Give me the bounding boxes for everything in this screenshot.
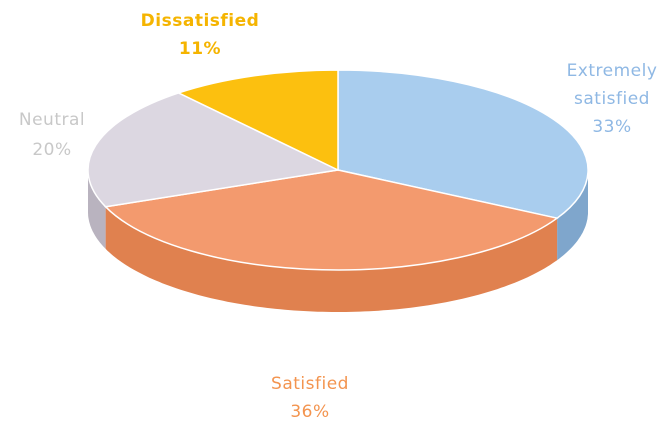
pie-slice-neutral [87,92,341,208]
label-extremely-satisfied-line2: satisfied [574,89,650,109]
label-neutral: Neutral [19,110,85,130]
pie-tops [87,69,589,271]
value-satisfied: 36% [290,402,329,422]
pie-side-satisfied [105,206,558,312]
pie-slice-dissatisfied [176,69,339,172]
pie-side-extremely-satisfied [557,170,588,261]
pie-slice-satisfied [104,169,559,271]
label-extremely-satisfied-line1: Extremely [567,61,658,81]
pie-slice-extremely-satisfied [337,69,589,220]
value-neutral: 20% [32,140,71,160]
label-dissatisfied: Dissatisfied [141,11,260,31]
label-satisfied: Satisfied [271,374,349,394]
value-dissatisfied: 11% [179,39,221,59]
value-extremely-satisfied: 33% [592,117,631,137]
